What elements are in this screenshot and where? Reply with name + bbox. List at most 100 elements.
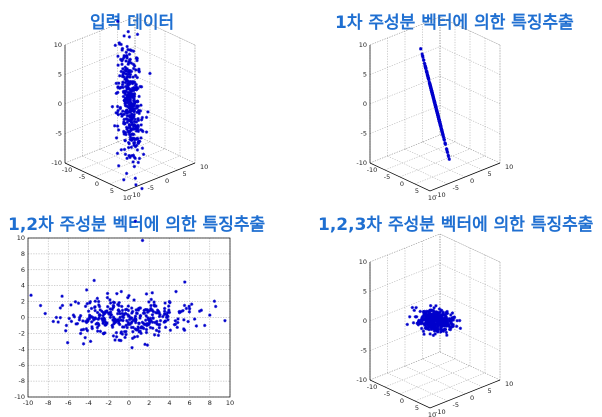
data-point	[422, 310, 427, 314]
data-point	[121, 121, 126, 126]
data-point	[428, 84, 433, 88]
data-point	[434, 310, 439, 314]
data-point	[97, 316, 101, 320]
data-point	[136, 307, 140, 311]
data-point	[432, 306, 436, 310]
data-point	[122, 75, 126, 79]
data-point	[182, 318, 186, 322]
data-point	[138, 316, 142, 320]
data-point	[140, 186, 144, 191]
data-point	[428, 332, 432, 336]
data-point	[136, 108, 141, 112]
data-point	[131, 137, 135, 142]
data-point	[118, 315, 122, 320]
data-point	[129, 69, 134, 74]
data-point	[136, 118, 141, 122]
data-point	[132, 112, 136, 117]
data-point	[78, 314, 83, 318]
data-point	[118, 106, 122, 111]
data-point	[128, 114, 132, 118]
data-point	[87, 313, 92, 317]
data-point	[136, 104, 141, 108]
data-point	[126, 118, 130, 122]
data-point	[144, 327, 149, 332]
data-point	[163, 306, 167, 311]
data-point	[120, 311, 125, 316]
data-point	[120, 48, 124, 52]
data-point	[133, 73, 138, 78]
data-point	[108, 315, 113, 320]
x-tick-label: 5	[415, 187, 419, 195]
data-point	[433, 316, 437, 320]
data-point	[419, 47, 423, 51]
data-point	[152, 300, 156, 304]
data-point	[115, 151, 120, 156]
data-point	[223, 318, 227, 323]
data-point	[51, 319, 55, 324]
data-point	[120, 325, 125, 329]
y-tick-label: -5	[453, 184, 459, 192]
z-tick-label: 10	[54, 41, 62, 49]
axis-frame	[64, 162, 196, 192]
data-point	[433, 312, 437, 316]
z-tick-label: 0	[58, 100, 62, 108]
z-tick-label: 5	[58, 71, 62, 79]
data-point	[132, 86, 136, 91]
data-point	[422, 61, 427, 65]
data-point	[432, 98, 436, 102]
data-point	[124, 332, 128, 337]
data-point	[146, 308, 150, 312]
data-point	[439, 317, 444, 321]
data-point	[125, 87, 129, 91]
data-point	[84, 319, 88, 324]
data-point	[146, 110, 150, 114]
z-tick-label: 0	[363, 317, 367, 325]
data-point	[92, 278, 96, 283]
data-point	[136, 117, 140, 121]
data-point	[155, 311, 159, 315]
data-point	[108, 298, 112, 302]
y-tick-label: -10	[14, 393, 25, 401]
data-point	[424, 311, 429, 316]
data-point	[163, 312, 167, 316]
data-point	[136, 129, 140, 133]
data-point	[424, 317, 428, 321]
data-point	[131, 66, 136, 71]
x-tick-label: 6	[188, 399, 192, 407]
data-point	[112, 300, 117, 305]
data-point	[101, 320, 105, 324]
data-point	[161, 314, 165, 319]
data-point	[429, 319, 433, 324]
data-point	[78, 331, 83, 336]
data-point	[133, 99, 137, 104]
data-point	[426, 74, 430, 79]
data-point	[167, 310, 172, 315]
data-point	[162, 309, 167, 313]
data-point	[115, 291, 119, 296]
data-point	[187, 304, 191, 308]
chart-title-1st-2nd-3rd-pc: 1,2,3차 주성분 벡터에 의한 특징추출	[318, 215, 594, 235]
data-point	[124, 323, 128, 327]
data-point	[118, 312, 122, 316]
data-point	[124, 59, 128, 63]
data-point	[446, 153, 450, 157]
data-point	[126, 308, 131, 313]
data-point	[124, 117, 129, 121]
data-point	[181, 308, 185, 313]
x-tick-label: -10	[23, 399, 34, 407]
data-point	[125, 325, 129, 330]
data-point	[157, 326, 161, 330]
data-point	[121, 113, 125, 117]
data-point	[445, 319, 450, 323]
data-point	[122, 147, 127, 152]
data-point	[136, 86, 140, 90]
data-point	[87, 316, 92, 321]
data-point	[125, 95, 130, 99]
data-point	[117, 300, 121, 305]
data-point	[130, 127, 134, 131]
axis-frame	[27, 237, 231, 398]
y-tick-label: 5	[183, 170, 187, 178]
data-point	[134, 82, 138, 87]
